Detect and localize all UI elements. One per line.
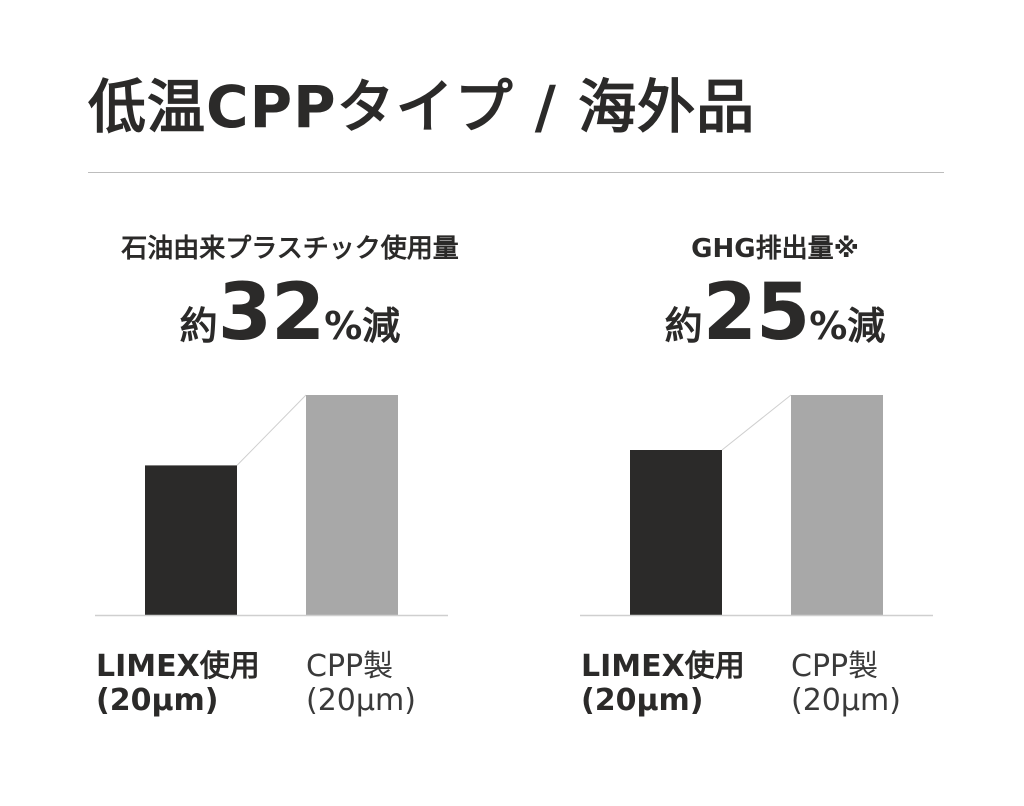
x-label-limex: LIMEX使用 (20μm)	[96, 650, 260, 717]
headline-prefix: 約	[664, 304, 703, 348]
reduction-headline: 約25%減	[555, 274, 995, 352]
headline-suffix: %減	[809, 304, 886, 348]
x-label-cpp-line1: CPP製	[306, 649, 394, 684]
x-label-limex-line2: (20μm)	[581, 682, 704, 718]
bar-cpp	[791, 395, 883, 615]
bar-cpp	[306, 395, 398, 615]
page-title: 低温CPPタイプ / 海外品	[88, 73, 756, 141]
connector-line	[721, 394, 792, 451]
x-label-cpp: CPP製 (20μm)	[791, 650, 901, 717]
connector-line	[236, 394, 307, 466]
chart-title: GHG排出量※	[691, 234, 859, 264]
chart-title: 石油由来プラスチック使用量	[121, 234, 459, 264]
x-label-limex: LIMEX使用 (20μm)	[581, 650, 745, 717]
x-label-limex-line2: (20μm)	[96, 682, 219, 718]
x-label-cpp: CPP製 (20μm)	[306, 650, 416, 717]
headline-suffix: %減	[324, 304, 401, 348]
x-label-cpp-line2: (20μm)	[306, 682, 416, 718]
chart-panel-ghg: GHG排出量※ 約25%減 LIMEX使用 (20μm) CPP製 (20μm)	[555, 200, 995, 760]
bar-chart	[95, 394, 448, 617]
bar-limex	[630, 450, 722, 615]
x-label-cpp-line1: CPP製	[791, 649, 879, 684]
bar-limex	[145, 465, 237, 615]
headline-number: 25	[702, 268, 811, 358]
reduction-headline: 約32%減	[70, 274, 510, 352]
bar-chart	[580, 394, 933, 617]
x-label-limex-line1: LIMEX使用	[96, 649, 260, 684]
title-divider	[88, 172, 944, 173]
headline-prefix: 約	[179, 304, 218, 348]
chart-panel-plastic: 石油由来プラスチック使用量 約32%減 LIMEX使用 (20μm) CPP製 …	[70, 200, 510, 760]
x-label-cpp-line2: (20μm)	[791, 682, 901, 718]
x-label-limex-line1: LIMEX使用	[581, 649, 745, 684]
headline-number: 32	[217, 268, 326, 358]
